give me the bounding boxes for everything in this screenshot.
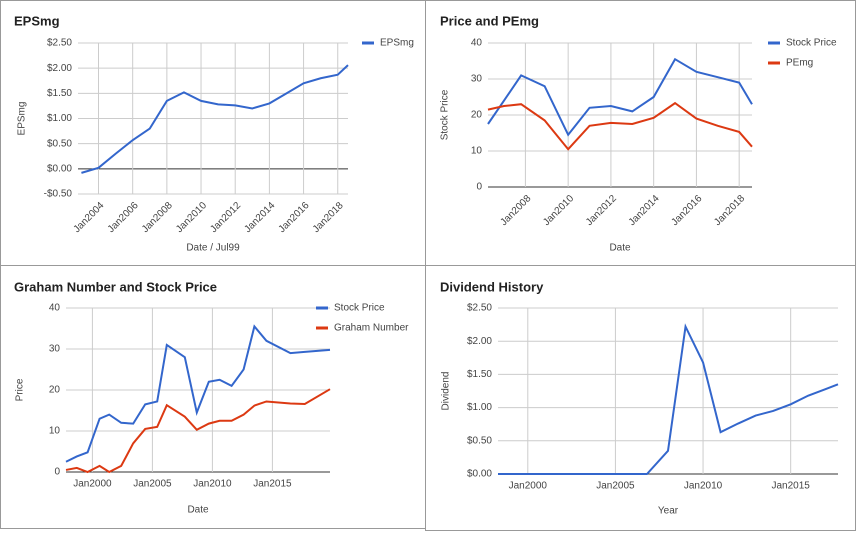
legend-label: Graham Number: [334, 323, 409, 334]
y-tick-label: $0.50: [47, 138, 72, 149]
y-axis-title: Dividend: [441, 372, 452, 411]
x-tick-label: Jan2014: [242, 200, 277, 235]
y-tick-label: -$0.50: [44, 189, 73, 200]
y-tick-label: $1.00: [467, 402, 492, 413]
x-tick-label: Jan2012: [584, 193, 619, 228]
legend-label: Stock Price: [786, 38, 837, 49]
x-tick-label: Jan2015: [771, 481, 810, 492]
y-tick-label: 10: [471, 146, 483, 157]
y-tick-label: $1.50: [467, 369, 492, 380]
data-line: [65, 324, 331, 463]
x-tick-label: Jan2000: [73, 479, 112, 490]
y-axis-title: EPSmg: [17, 102, 28, 136]
legend-label: Stock Price: [334, 303, 385, 314]
y-tick-label: 40: [49, 303, 61, 314]
x-axis-title: Date / Jul99: [186, 243, 240, 254]
x-tick-label: Jan2000: [509, 481, 548, 492]
x-tick-label: Jan2016: [277, 200, 312, 235]
x-tick-label: Jan2005: [133, 479, 172, 490]
y-tick-label: $1.50: [47, 88, 72, 99]
data-line: [487, 101, 753, 151]
y-tick-label: 10: [49, 426, 61, 437]
x-tick-label: Jan2006: [106, 200, 141, 235]
x-tick-label: Jan2016: [669, 193, 704, 228]
y-tick-label: $2.50: [47, 38, 72, 49]
chart-title: Graham Number and Stock Price: [14, 279, 217, 294]
y-tick-label: $1.00: [47, 113, 72, 124]
x-tick-label: Jan2010: [193, 479, 232, 490]
x-axis-title: Date: [609, 243, 631, 254]
y-tick-label: 20: [49, 385, 61, 396]
y-tick-label: $2.50: [467, 303, 492, 314]
y-tick-label: 30: [471, 74, 483, 85]
y-tick-label: $0.00: [467, 469, 492, 480]
y-tick-label: 40: [471, 38, 483, 49]
y-tick-label: 0: [54, 467, 60, 478]
chart-title: Price and PEmg: [440, 13, 539, 28]
x-axis-title: Year: [658, 506, 679, 517]
x-tick-label: Jan2008: [498, 193, 533, 228]
x-tick-label: Jan2012: [208, 200, 243, 235]
x-axis-title: Date: [187, 505, 209, 516]
y-tick-label: $2.00: [47, 63, 72, 74]
y-tick-label: $0.50: [467, 435, 492, 446]
x-tick-label: Jan2014: [627, 193, 662, 228]
y-tick-label: $0.00: [47, 163, 72, 174]
data-line: [487, 57, 753, 137]
x-tick-label: Jan2004: [72, 200, 107, 235]
y-tick-label: 20: [471, 110, 483, 121]
x-tick-label: Jan2010: [541, 193, 576, 228]
x-tick-label: Jan2010: [174, 200, 209, 235]
data-line: [498, 323, 839, 475]
legend-label: PEmg: [786, 58, 813, 69]
data-line: [65, 388, 331, 474]
x-tick-label: Jan2010: [684, 481, 723, 492]
y-tick-label: $2.00: [467, 336, 492, 347]
x-tick-label: Jan2015: [253, 479, 292, 490]
x-tick-label: Jan2018: [712, 193, 747, 228]
data-line: [81, 64, 349, 174]
chart-title: Dividend History: [440, 279, 544, 294]
chart-title: EPSmg: [14, 13, 60, 28]
y-tick-label: 0: [476, 182, 482, 193]
y-tick-label: 30: [49, 344, 61, 355]
x-tick-label: Jan2008: [140, 200, 175, 235]
legend-label: EPSmg: [380, 38, 414, 49]
x-tick-label: Jan2018: [311, 200, 346, 235]
y-axis-title: Price: [15, 378, 26, 401]
y-axis-title: Stock Price: [440, 89, 451, 140]
x-tick-label: Jan2005: [596, 481, 635, 492]
